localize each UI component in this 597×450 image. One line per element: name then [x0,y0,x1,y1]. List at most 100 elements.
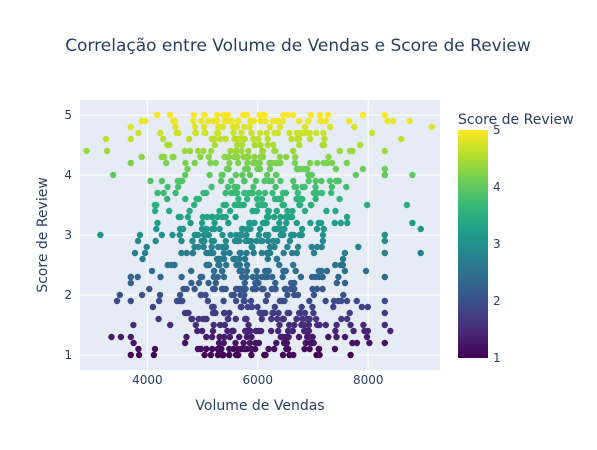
data-point [220,273,228,281]
data-point [310,309,317,317]
data-point [249,243,256,251]
x-axis-title: Volume de Vendas [195,398,324,414]
data-point [276,153,284,161]
data-point [208,147,215,155]
data-point [216,321,224,329]
data-point [309,285,316,293]
data-point [277,159,284,167]
data-point [204,213,211,221]
data-point [323,267,331,275]
data-point [307,201,315,209]
data-point [263,219,270,227]
data-point [186,147,194,155]
data-point [157,273,164,281]
data-point [428,123,435,131]
data-point [224,183,232,191]
data-point [216,225,223,233]
data-point [226,309,233,317]
data-point [381,321,388,329]
data-point [176,231,183,239]
data-point [314,159,321,167]
data-point [307,219,314,227]
data-point [240,123,248,131]
data-point [356,141,364,149]
data-point [387,327,394,335]
data-point [267,249,274,257]
data-point [223,165,231,173]
data-point [358,303,365,311]
data-point [274,237,281,245]
data-point [284,207,291,215]
data-point [185,309,192,317]
data-point [263,171,271,179]
data-point [290,261,297,269]
y-tick-label: 4 [64,168,72,182]
data-point [346,147,354,155]
data-point [252,345,259,353]
data-point [398,135,405,143]
data-point [301,183,308,191]
data-point [318,267,325,275]
data-point [271,225,278,233]
data-point [238,147,245,155]
data-point [102,135,110,143]
data-point [294,291,302,299]
data-point [200,231,208,239]
data-point [279,351,287,359]
data-point [208,303,216,311]
data-point [209,213,216,221]
data-point [270,309,277,317]
data-point [280,231,287,239]
y-axis-title: Score de Review [35,177,51,293]
data-point [271,243,278,251]
data-point [241,255,249,263]
data-point [321,135,328,143]
data-point [230,129,237,137]
data-point [259,237,266,245]
data-point [207,351,215,359]
data-point [318,177,325,185]
data-point [155,315,162,323]
data-point [231,135,238,143]
data-point [301,345,308,353]
data-point [306,135,314,143]
data-point [261,351,268,359]
data-point [349,339,356,347]
data-point [268,177,275,185]
data-point [240,111,247,119]
data-point [232,315,239,323]
data-point [174,183,182,191]
data-point [151,201,159,209]
data-point [191,231,198,239]
data-point [194,147,202,155]
data-point [163,159,170,167]
data-point [333,279,340,287]
data-point [279,117,286,125]
data-point [296,201,303,209]
data-point [320,225,327,233]
data-point [226,333,234,341]
data-point [208,183,215,191]
data-point [333,177,340,185]
data-point [241,279,248,287]
data-point [384,117,391,125]
data-point [294,189,301,197]
data-point [293,315,300,323]
data-point [381,249,388,257]
x-tick-label: 4000 [132,373,163,387]
data-point [219,123,227,131]
data-point [205,261,212,269]
data-point [381,237,388,245]
data-point [318,189,326,197]
data-point [351,123,358,131]
data-point [149,303,157,311]
data-point [254,273,261,281]
data-point [207,159,214,167]
data-point [322,321,329,329]
data-point [269,189,276,197]
data-point [178,249,185,257]
data-point [292,153,299,161]
data-point [276,261,283,269]
data-point [178,237,185,245]
data-point [366,339,373,347]
